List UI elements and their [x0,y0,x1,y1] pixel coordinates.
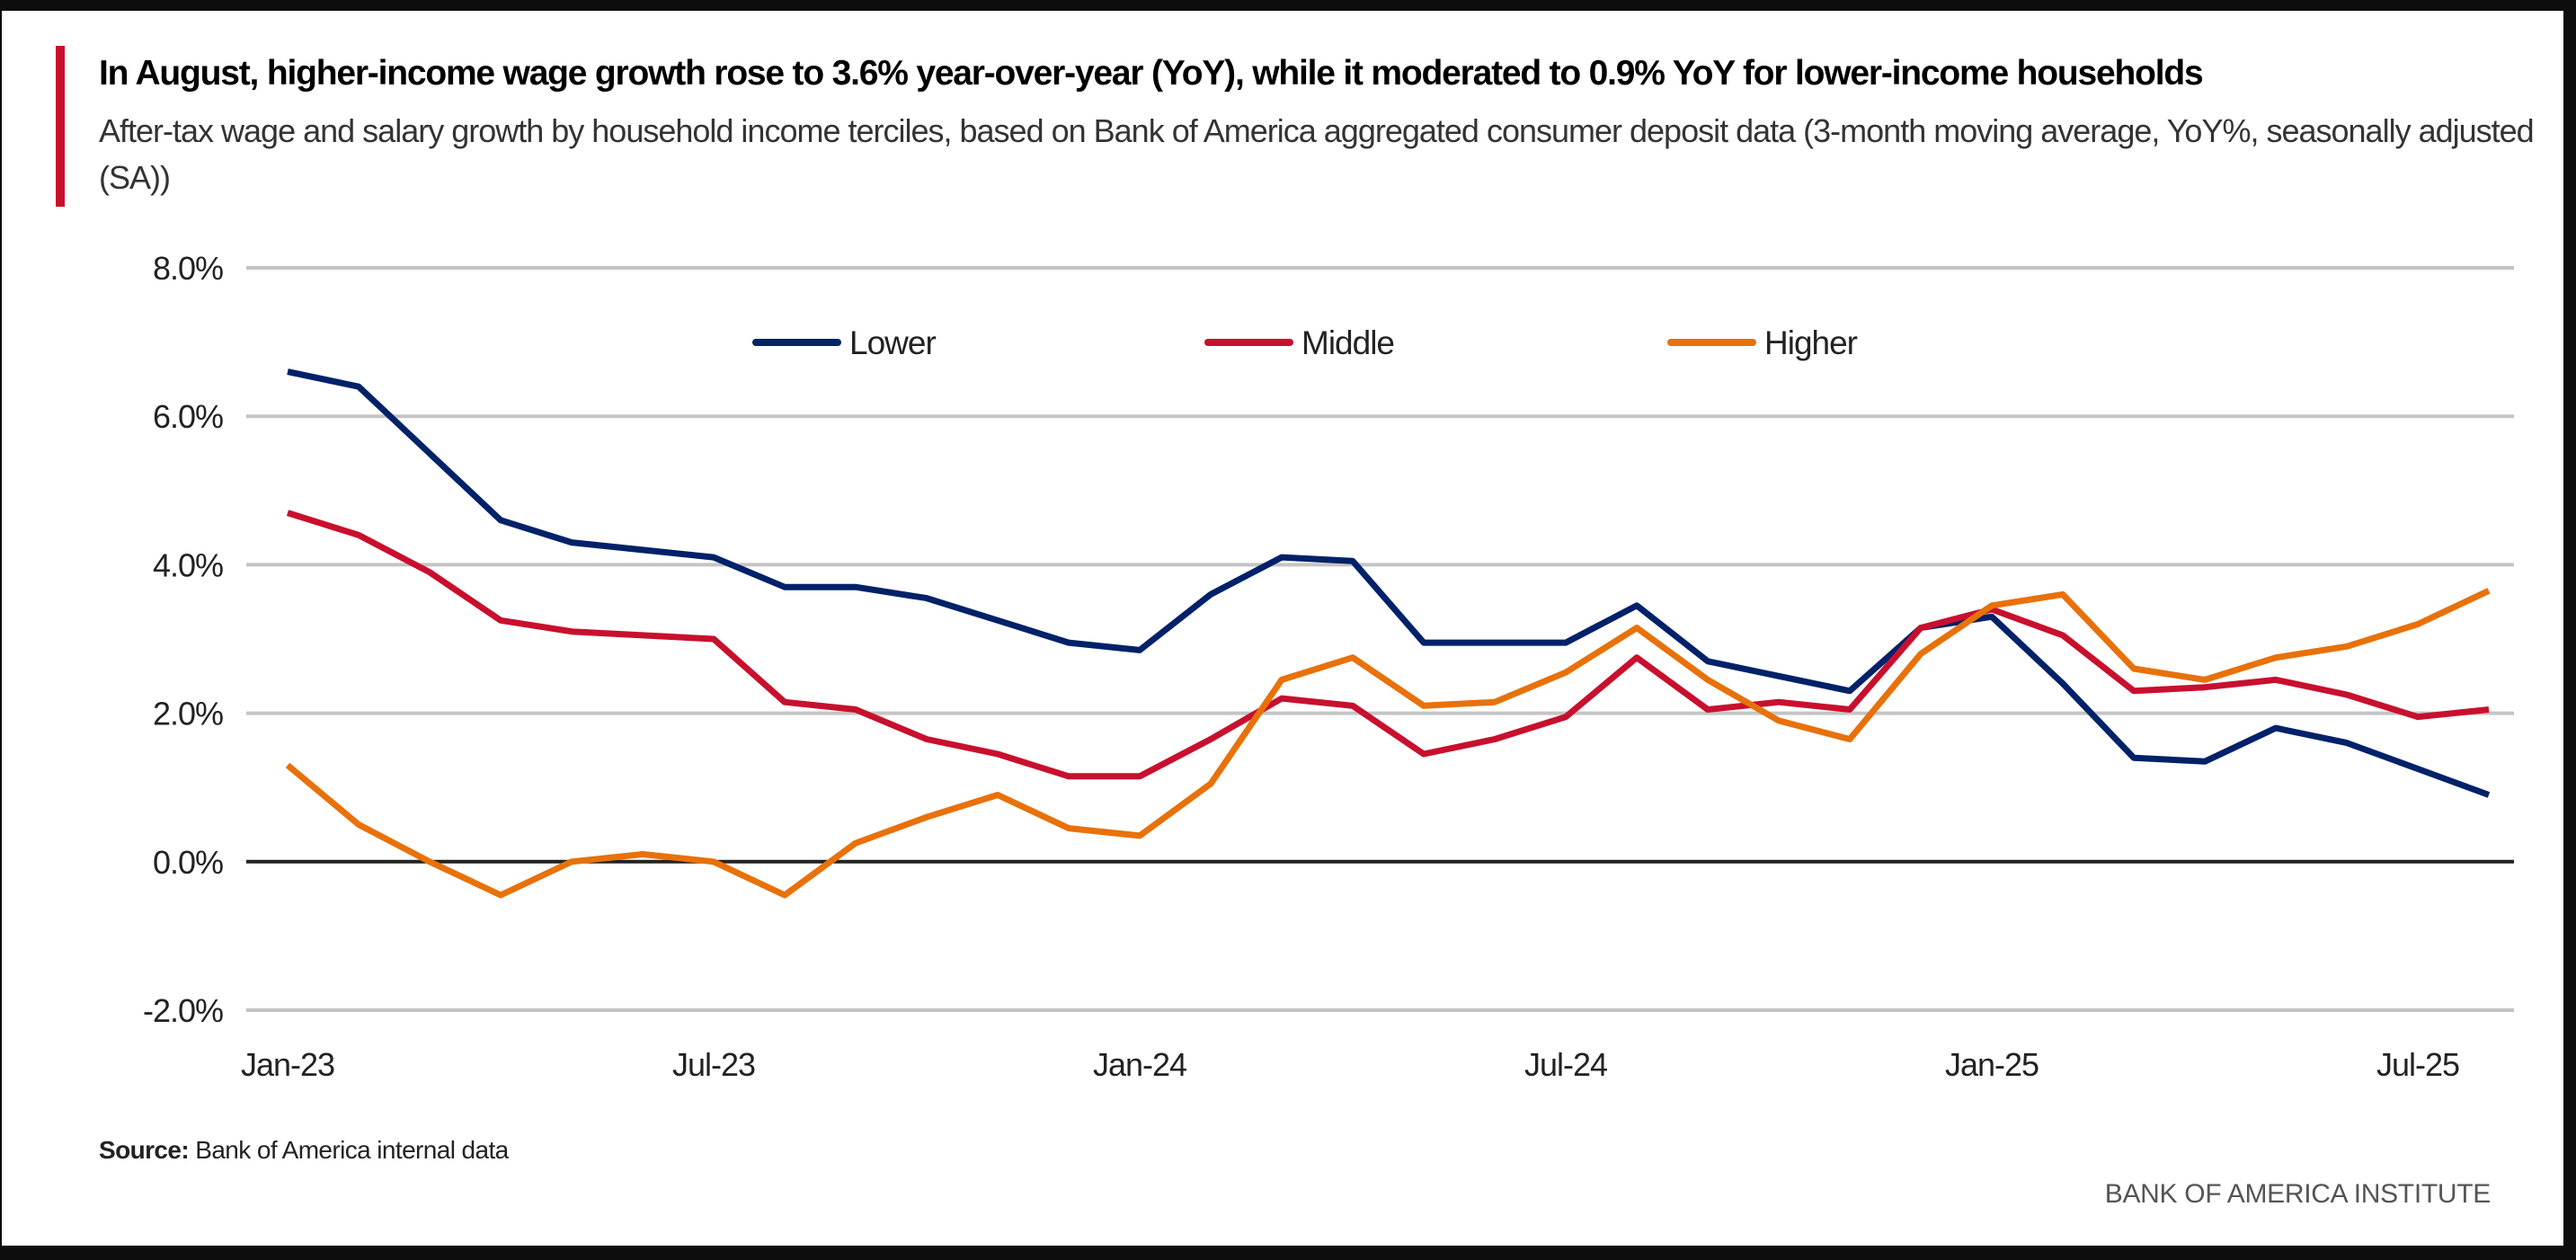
x-tick-label: Jan-23 [241,1046,334,1083]
x-tick-label: Jan-24 [1093,1046,1186,1083]
chart-card [2,11,2563,1246]
accent-bar [56,46,65,207]
y-tick-label: 0.0% [153,844,223,881]
source-note: Source: Bank of America internal data [99,1136,509,1165]
chart-title: In August, higher-income wage growth ros… [99,54,2204,93]
legend-label-middle: Middle [1301,324,1394,361]
source-text: Bank of America internal data [195,1136,509,1164]
source-label: Source: [99,1136,190,1164]
x-tick-label: Jan-25 [1945,1046,2039,1083]
y-tick-label: -2.0% [143,992,223,1029]
legend-label-higher: Higher [1764,324,1858,361]
y-tick-label: 4.0% [153,546,223,583]
chart-subtitle: After-tax wage and salary growth by hous… [99,112,2535,196]
brand-label: BANK OF AMERICA INSTITUTE [2104,1179,2492,1209]
x-tick-label: Jul-25 [2376,1046,2459,1083]
y-tick-label: 6.0% [153,398,223,435]
x-tick-label: Jul-24 [1524,1046,1607,1083]
series-line-middle [286,510,2490,780]
series-line-higher [285,588,2491,899]
legend-label-lower: Lower [849,324,936,361]
series-line-lower [287,368,2491,798]
x-tick-label: Jul-23 [672,1046,755,1083]
y-tick-label: 8.0% [153,250,223,287]
y-tick-label: 2.0% [153,696,223,732]
